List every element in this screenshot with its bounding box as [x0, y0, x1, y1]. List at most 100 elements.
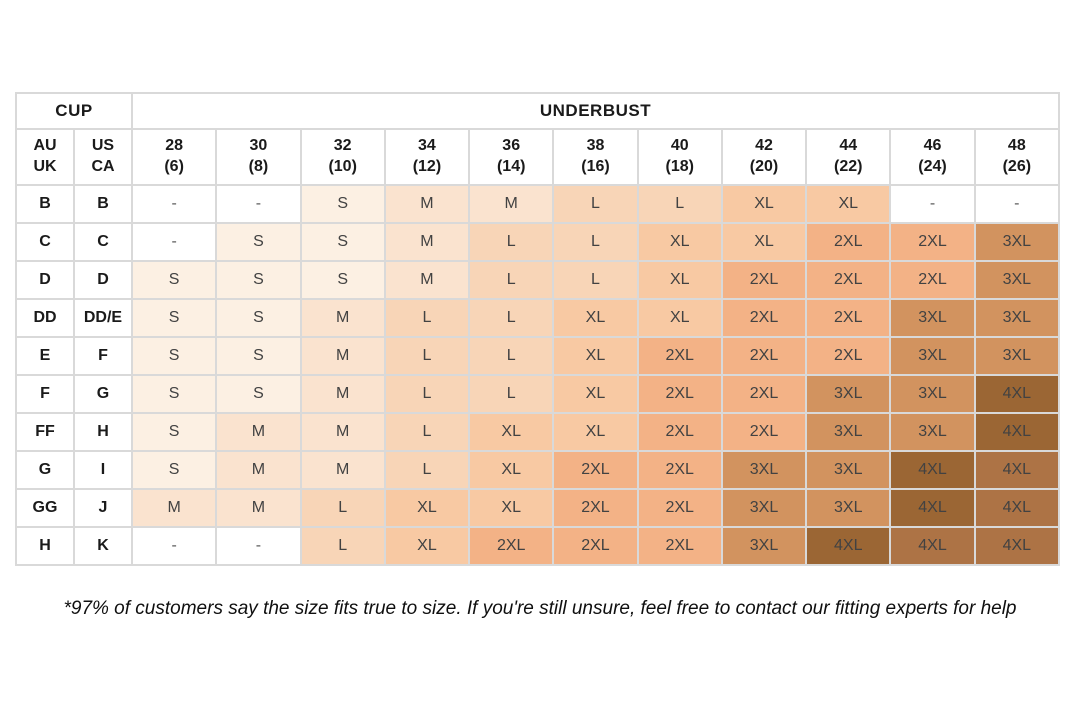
band-size-header: 38 (16) [552, 128, 639, 186]
size-cell: L [468, 374, 555, 414]
size-cell: S [215, 336, 302, 376]
size-cell: - [973, 184, 1061, 224]
table-row: B B - - S M M L L XL XL - - [15, 184, 1061, 224]
table-row: GG J M M L XL XL 2XL 2XL 3XL 3XL 4XL 4XL [15, 488, 1061, 528]
table-row: DD DD/E S S M L L XL XL 2XL 2XL 3XL 3XL [15, 298, 1061, 338]
size-cell: 3XL [720, 526, 808, 566]
size-cell: L [552, 260, 639, 300]
size-cell: - [130, 222, 218, 262]
size-cell: S [215, 222, 302, 262]
cup-cell-us-ca: DD/E [73, 298, 133, 338]
size-cell: 4XL [973, 450, 1061, 490]
size-cell: XL [805, 184, 892, 224]
size-cell: XL [468, 450, 555, 490]
group-header-row: CUP UNDERBUST [15, 92, 1060, 130]
cup-cell-au-uk: FF [15, 412, 75, 452]
band-size-header: 36 (14) [468, 128, 555, 186]
size-cell: M [383, 184, 471, 224]
size-cell: M [215, 450, 302, 490]
table-row: E F S S M L L XL 2XL 2XL 2XL 3XL 3XL [15, 336, 1061, 376]
size-cell: 2XL [720, 260, 808, 300]
band-size-header: 28 (6) [130, 128, 218, 186]
size-cell: - [130, 526, 218, 566]
size-cell: S [215, 298, 302, 338]
cup-cell-au-uk: H [15, 526, 75, 566]
size-cell: L [383, 412, 471, 452]
band-size-header: 40 (18) [636, 128, 723, 186]
size-cell: 3XL [805, 488, 892, 528]
cup-cell-us-ca: K [73, 526, 133, 566]
cup-cell-us-ca: H [73, 412, 133, 452]
cup-cell-au-uk: G [15, 450, 75, 490]
size-cell: L [383, 298, 471, 338]
cup-cell-au-uk: E [15, 336, 75, 376]
size-cell: 4XL [889, 488, 976, 528]
size-cell: L [299, 488, 386, 528]
size-cell: 2XL [636, 450, 723, 490]
size-cell: L [383, 336, 471, 376]
size-cell: L [468, 260, 555, 300]
size-cell: 2XL [552, 450, 639, 490]
size-cell: 2XL [720, 412, 808, 452]
size-cell: 4XL [805, 526, 892, 566]
size-cell: S [130, 450, 218, 490]
size-cell: 4XL [973, 488, 1061, 528]
size-cell: 2XL [636, 488, 723, 528]
size-cell: 2XL [552, 526, 639, 566]
column-header-row: AU UK US CA 28 (6) 30 (8) 32 (10) 34 (12) 36 (14) 38 (1… [15, 128, 1061, 186]
size-cell: 3XL [805, 412, 892, 452]
size-cell: L [468, 298, 555, 338]
size-cell: S [130, 298, 218, 338]
size-cell: XL [636, 222, 723, 262]
size-cell: 2XL [805, 260, 892, 300]
size-cell: M [468, 184, 555, 224]
size-cell: XL [383, 488, 471, 528]
size-cell: 3XL [720, 450, 808, 490]
size-cell: 3XL [973, 298, 1061, 338]
size-cell: 2XL [552, 488, 639, 528]
size-cell: L [383, 374, 471, 414]
band-size-header: 44 (22) [805, 128, 892, 186]
size-cell: 2XL [889, 260, 976, 300]
size-cell: XL [468, 412, 555, 452]
size-cell: L [299, 526, 386, 566]
size-cell: XL [636, 298, 723, 338]
size-cell: 2XL [805, 298, 892, 338]
size-cell: 3XL [889, 298, 976, 338]
table-row: C C - S S M L L XL XL 2XL 2XL 3XL [15, 222, 1061, 262]
size-cell: - [215, 184, 302, 224]
size-cell: - [130, 184, 218, 224]
size-cell: 2XL [636, 412, 723, 452]
size-cell: L [552, 222, 639, 262]
cup-cell-au-uk: GG [15, 488, 75, 528]
size-cell: M [299, 374, 386, 414]
size-cell: 2XL [805, 222, 892, 262]
size-cell: 3XL [889, 412, 976, 452]
cup-cell-us-ca: F [73, 336, 133, 376]
size-cell: L [383, 450, 471, 490]
size-cell: XL [552, 412, 639, 452]
size-cell: S [130, 260, 218, 300]
size-cell: XL [552, 336, 639, 376]
size-cell: 2XL [805, 336, 892, 376]
size-cell: XL [552, 374, 639, 414]
size-cell: M [299, 336, 386, 376]
size-cell: XL [636, 260, 723, 300]
cup-cell-au-uk: D [15, 260, 75, 300]
size-cell: L [636, 184, 723, 224]
size-cell: 2XL [720, 374, 808, 414]
cup-cell-au-uk: F [15, 374, 75, 414]
cup-subheader-us-ca: US CA [73, 128, 133, 186]
size-cell: 4XL [889, 450, 976, 490]
footnote: *97% of customers say the size fits true… [63, 598, 1017, 619]
size-cell: M [299, 450, 386, 490]
size-chart-table: CUP UNDERBUST AU UK US CA 28 (6) 30 (8) 32 (10) 34… [15, 92, 1061, 566]
size-cell: 3XL [805, 450, 892, 490]
size-cell: - [215, 526, 302, 566]
size-cell: L [468, 336, 555, 376]
size-cell: 2XL [636, 336, 723, 376]
cup-cell-au-uk: DD [15, 298, 75, 338]
cup-cell-us-ca: C [73, 222, 133, 262]
size-cell: 2XL [636, 526, 723, 566]
